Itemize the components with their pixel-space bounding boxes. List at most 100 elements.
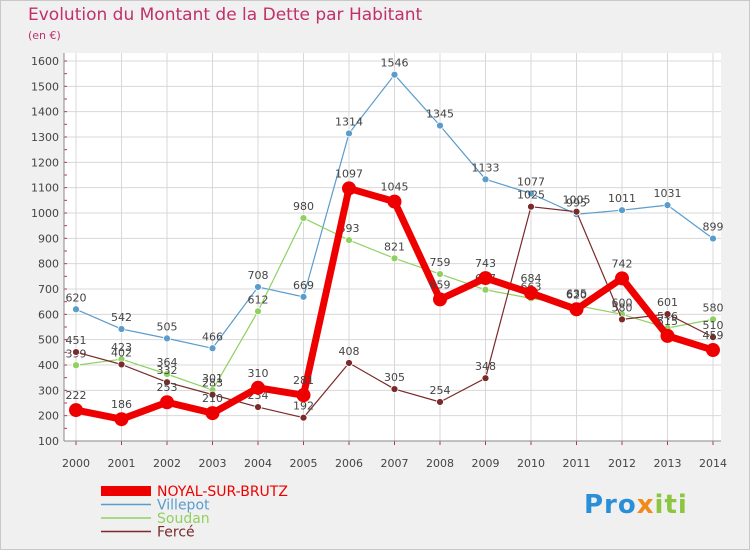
data-point (345, 129, 353, 138)
data-label: 899 (703, 221, 724, 234)
data-label: 408 (339, 345, 360, 358)
data-label: 995 (566, 196, 587, 209)
data-point (205, 406, 220, 421)
x-tick-label: 2008 (426, 457, 454, 470)
data-label: 620 (566, 288, 587, 301)
data-point (481, 285, 490, 294)
data-label: 505 (157, 320, 178, 333)
data-point (299, 413, 308, 422)
data-point (114, 412, 129, 427)
data-label: 466 (202, 330, 223, 343)
y-tick-label: 600 (38, 308, 59, 321)
data-point (663, 310, 672, 318)
x-tick-label: 2004 (244, 457, 272, 470)
data-label: 980 (293, 200, 314, 213)
data-point (572, 207, 581, 216)
data-point (387, 194, 402, 209)
data-point (117, 360, 126, 369)
data-label: 1031 (654, 187, 682, 200)
x-tick-label: 2007 (381, 457, 409, 470)
data-point (163, 378, 171, 387)
data-label: 1345 (426, 108, 454, 121)
data-label: 1005 (563, 194, 591, 207)
y-tick-label: 1100 (31, 182, 59, 195)
x-tick-label: 2011 (563, 457, 591, 470)
data-point (345, 236, 353, 245)
data-label: 210 (202, 392, 223, 405)
data-point (436, 121, 444, 130)
data-point (436, 398, 444, 406)
data-point (72, 348, 80, 356)
data-point (342, 181, 356, 196)
chart-title: Evolution du Montant de la Dette par Hab… (28, 5, 423, 25)
data-point (527, 189, 535, 198)
data-label: 254 (430, 384, 451, 397)
data-point (69, 403, 83, 418)
x-tick-label: 2013 (654, 457, 682, 470)
data-label: 684 (521, 272, 542, 285)
y-tick-label: 500 (38, 334, 59, 347)
data-label: 1077 (517, 175, 545, 188)
x-tick-label: 2000 (62, 457, 90, 470)
data-point (709, 315, 717, 324)
y-tick-label: 800 (38, 258, 59, 271)
data-point (709, 333, 717, 342)
x-tick-label: 2012 (608, 457, 636, 470)
data-point (254, 307, 262, 316)
data-point (72, 361, 80, 370)
data-label: 310 (248, 367, 269, 380)
data-point (663, 201, 672, 210)
data-label: 659 (430, 278, 451, 291)
data-label: 1314 (335, 115, 363, 128)
data-label: 423 (111, 341, 132, 354)
data-point (706, 343, 720, 358)
data-label: 542 (111, 311, 132, 324)
y-tick-label: 200 (38, 410, 59, 423)
data-label: 1097 (335, 167, 363, 180)
data-label: 1546 (381, 57, 409, 70)
y-tick-label: 1600 (31, 55, 59, 68)
data-label: 1133 (472, 161, 500, 174)
y-tick-label: 400 (38, 359, 59, 372)
data-point (478, 271, 493, 286)
data-label: 515 (657, 315, 678, 328)
y-tick-label: 300 (38, 384, 59, 397)
data-point (436, 270, 444, 278)
data-label: 283 (202, 377, 223, 390)
data-label: 222 (66, 389, 87, 402)
data-label: 601 (657, 296, 678, 309)
data-label: 612 (248, 293, 269, 306)
data-label: 192 (293, 400, 314, 413)
y-tick-label: 900 (38, 232, 59, 245)
data-point (390, 254, 399, 263)
y-tick-label: 700 (38, 283, 59, 296)
data-point (296, 388, 311, 403)
x-tick-label: 2001 (108, 457, 136, 470)
data-label: 186 (111, 398, 132, 411)
data-label: 742 (612, 257, 633, 270)
data-point (390, 70, 399, 79)
data-label: 253 (157, 381, 178, 394)
data-label: 580 (612, 301, 633, 314)
x-tick-label: 2006 (335, 457, 363, 470)
data-point (524, 286, 538, 301)
data-point (163, 334, 171, 343)
data-point (208, 344, 217, 353)
legend-label: Villepot (157, 498, 210, 514)
y-tick-label: 1200 (31, 156, 59, 169)
data-label: 1011 (608, 192, 636, 205)
data-point (618, 206, 626, 215)
data-label: 1025 (517, 189, 545, 202)
y-tick-label: 1400 (31, 106, 59, 119)
y-tick-label: 1500 (31, 80, 59, 93)
x-tick-label: 2009 (472, 457, 500, 470)
legend-label: Soudan (157, 511, 210, 527)
data-point (72, 305, 80, 314)
data-point (615, 271, 629, 286)
data-label: 451 (66, 334, 87, 347)
data-label: 635 (566, 287, 587, 300)
data-label: 669 (293, 279, 314, 292)
data-label: 708 (248, 269, 269, 282)
data-point (251, 380, 265, 395)
